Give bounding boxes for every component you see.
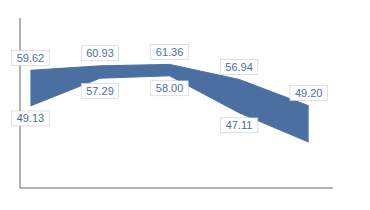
svg-text:57.29: 57.29 [86,85,114,97]
svg-text:56.94: 56.94 [225,61,253,73]
svg-text:49.13: 49.13 [17,112,45,124]
svg-text:60.93: 60.93 [86,47,114,59]
svg-text:58.00: 58.00 [156,82,184,94]
svg-text:59.62: 59.62 [17,52,45,64]
svg-text:49.20: 49.20 [295,87,323,99]
svg-text:61.36: 61.36 [156,46,184,58]
svg-text:47.11: 47.11 [226,119,253,131]
